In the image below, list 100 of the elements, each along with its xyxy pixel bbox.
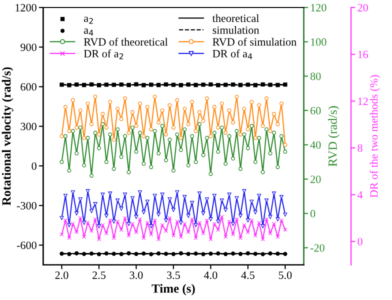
- point: [119, 82, 124, 87]
- point: [96, 83, 102, 88]
- point: [268, 251, 272, 256]
- point: [178, 83, 183, 88]
- y-tick-label: -600: [16, 242, 36, 250]
- y2-tick-label: 40: [310, 141, 321, 149]
- y2-tick-label: 100: [311, 38, 326, 46]
- y-tick-label: 0: [32, 162, 36, 170]
- point: [126, 251, 131, 256]
- x-tick-label: 2.0: [55, 271, 68, 280]
- point: [119, 252, 124, 256]
- legend-label: theoretical: [212, 14, 259, 22]
- point: [67, 83, 72, 88]
- point: [260, 82, 265, 87]
- point: [126, 82, 131, 88]
- point: [246, 251, 250, 256]
- y3-tick-label: 8: [358, 144, 362, 152]
- point: [186, 82, 190, 87]
- y3-tick-label: 4: [357, 191, 363, 199]
- point: [224, 252, 228, 256]
- point: [201, 252, 206, 256]
- y2-axis-title: RVD (rad/s): [328, 106, 340, 166]
- legend-label: simulation: [212, 26, 260, 34]
- point: [186, 252, 190, 256]
- point: [194, 251, 198, 256]
- legend-label: RVD of simulation: [212, 38, 296, 46]
- point: [268, 82, 272, 87]
- point: [142, 83, 146, 88]
- point: [60, 252, 64, 256]
- point: [246, 82, 250, 87]
- point: [156, 82, 161, 88]
- point: [142, 251, 146, 256]
- point: [156, 251, 161, 256]
- point: [171, 252, 176, 256]
- point: [67, 252, 72, 256]
- point: [238, 82, 243, 88]
- point: [149, 252, 154, 256]
- point: [134, 82, 138, 86]
- y-tick-label: 300: [20, 122, 36, 130]
- point: [104, 82, 109, 87]
- point: [74, 251, 79, 256]
- x-tick-label: 3.5: [167, 272, 180, 280]
- y2-tick-label: 120: [311, 4, 326, 12]
- y-tick-label: 600: [20, 83, 36, 91]
- x-axis-title: Time (s): [152, 284, 195, 296]
- point: [238, 252, 243, 256]
- point: [260, 252, 265, 256]
- point: [104, 251, 109, 256]
- point: [74, 82, 79, 87]
- y2-tick-label: 60: [310, 106, 321, 114]
- y2-tick-label: 20: [310, 176, 321, 184]
- y3-tick-label: 12: [358, 98, 368, 105]
- point: [276, 252, 280, 256]
- point: [89, 82, 94, 87]
- legend-label: a$_{2}$: [84, 16, 93, 24]
- point: [82, 82, 86, 88]
- legend-label: RVD of theoretical: [84, 38, 168, 46]
- y-tick-label: 1200: [16, 4, 36, 12]
- y3-tick-label: 0: [358, 238, 362, 246]
- point: [201, 82, 206, 87]
- point: [89, 251, 94, 256]
- x-tick-label: 2.5: [92, 272, 106, 280]
- legend-label: DR of a$_{2}$: [84, 49, 124, 60]
- point: [253, 252, 258, 256]
- x-tick-label: 3.0: [130, 271, 143, 280]
- x-tick-label: 5.0: [278, 271, 292, 280]
- x-tick-label: 4.0: [204, 271, 218, 280]
- point: [276, 82, 280, 88]
- point: [253, 83, 258, 88]
- point: [60, 82, 64, 87]
- point: [224, 82, 228, 87]
- point: [216, 251, 220, 256]
- point: [208, 252, 213, 256]
- y3-tick-label: 16: [358, 50, 368, 58]
- point: [112, 82, 116, 87]
- y3-tick-label: 20: [358, 4, 368, 12]
- y2-tick-label: 80: [310, 72, 321, 80]
- point: [164, 82, 168, 87]
- y3-axis-title: DR of the two methods (%): [370, 75, 380, 198]
- point: [230, 82, 236, 87]
- point: [283, 252, 288, 256]
- point: [112, 252, 116, 256]
- point: [164, 252, 168, 256]
- x-tick-label: 4.5: [241, 272, 254, 280]
- point: [230, 251, 236, 256]
- point: [283, 82, 288, 87]
- y-tick-label: -300: [16, 202, 36, 210]
- y2-tick-label: 0: [310, 210, 316, 218]
- y-axis-title: Rotational velocity (rad/s): [2, 67, 14, 206]
- y2-tick-label: -20: [310, 244, 324, 252]
- point: [178, 251, 183, 256]
- y-tick-label: 900: [20, 44, 36, 52]
- point: [134, 252, 138, 256]
- legend-label: a$_{4}$: [84, 28, 94, 36]
- point: [96, 252, 102, 256]
- point: [208, 82, 213, 87]
- point: [216, 83, 220, 88]
- point: [149, 82, 154, 87]
- legend-label: DR of a$_{4}$: [212, 49, 252, 60]
- point: [171, 82, 176, 87]
